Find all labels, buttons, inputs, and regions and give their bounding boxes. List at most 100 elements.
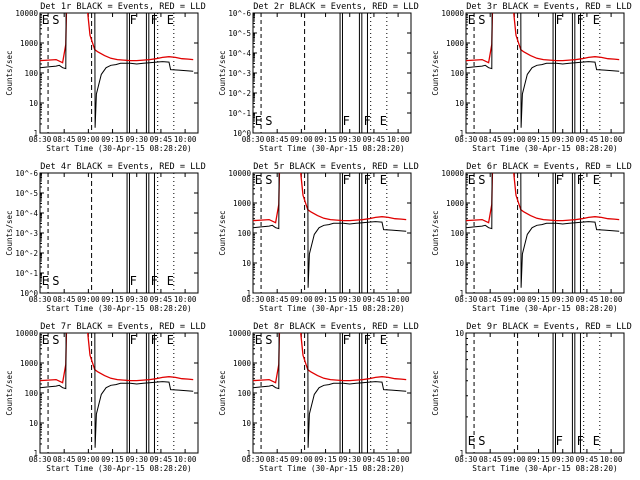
x-tick-label: 10:00 [174, 295, 197, 304]
y-tick-label: 10 [242, 419, 252, 428]
x-tick-label: 08:45 [53, 135, 76, 144]
panel-1: Det 1r BLACK = Events, RED = LLD 1 10 100 10… [5, 2, 206, 153]
marker-E: E [42, 333, 49, 347]
marker-S: S [265, 173, 272, 187]
x-axis-label: Start Time (30-Apr-15 08:28:20) [472, 144, 618, 153]
marker-E: E [42, 13, 49, 27]
panel-title: Det 4r BLACK = Events, RED = LLD [40, 162, 206, 172]
x-tick-label: 08:30 [455, 295, 478, 304]
panel-title: Det 8r BLACK = Events, RED = LLD [253, 322, 419, 332]
x-tick-label: 08:45 [266, 135, 289, 144]
y-tick-label: 1000 [20, 359, 39, 368]
x-tick-label: 09:00 [290, 135, 313, 144]
x-tick-label: 10:00 [387, 135, 410, 144]
x-tick-label: 09:45 [576, 295, 599, 304]
x-tick-label: 09:30 [551, 455, 574, 464]
x-tick-label: 09:30 [125, 295, 148, 304]
x-tick-label: 09:30 [338, 295, 361, 304]
panel-title: Det 1r BLACK = Events, RED = LLD [40, 2, 206, 12]
marker-F: F [130, 274, 137, 288]
marker-E: E [380, 333, 387, 347]
marker-F: F [556, 173, 563, 187]
x-tick-label: 09:45 [576, 135, 599, 144]
x-tick-label: 09:00 [77, 135, 100, 144]
marker-S: S [478, 13, 485, 27]
x-axis-label: Start Time (30-Apr-15 08:28:20) [46, 304, 192, 313]
x-tick-label: 08:30 [242, 455, 265, 464]
y-tick-label: 100 [450, 69, 464, 78]
y-axis-label: Counts/sec [431, 50, 440, 95]
plot-frame [465, 332, 625, 454]
x-tick-label: 08:30 [455, 135, 478, 144]
y-axis-label: Counts/sec [218, 210, 227, 255]
x-tick-label: 08:45 [479, 295, 502, 304]
x-axis-label: Start Time (30-Apr-15 08:28:20) [259, 464, 405, 473]
marker-S: S [52, 333, 59, 347]
events-series [253, 333, 407, 448]
x-tick-label: 08:30 [29, 455, 52, 464]
marker-E: E [468, 434, 475, 448]
x-tick-label: 09:00 [503, 135, 526, 144]
marker-E: E [468, 13, 475, 27]
y-axis-label: Counts/sec [431, 370, 440, 415]
marker-E: E [380, 114, 387, 128]
x-tick-label: 09:45 [150, 455, 173, 464]
marker-F: F [343, 173, 350, 187]
panel-4: Det 4r BLACK = Events, RED = LLD 10^0 10^-… [5, 162, 206, 313]
x-tick-label: 09:30 [551, 135, 574, 144]
y-axis-label: Counts/sec [5, 50, 14, 95]
marker-E: E [167, 333, 174, 347]
x-tick-label: 09:45 [363, 455, 386, 464]
y-tick-label: 10^-5 [15, 189, 38, 198]
x-tick-label: 09:30 [551, 295, 574, 304]
panel-6: Det 6r BLACK = Events, RED = LLD 1 10 100 10… [431, 162, 632, 313]
x-tick-label: 09:00 [503, 295, 526, 304]
events-series [466, 13, 620, 128]
x-tick-label: 08:45 [266, 295, 289, 304]
y-tick-label: 10^-3 [228, 69, 251, 78]
x-tick-label: 09:45 [150, 135, 173, 144]
x-tick-label: 09:45 [576, 455, 599, 464]
events-series [466, 173, 620, 288]
marker-F: F [577, 173, 584, 187]
x-tick-label: 08:45 [53, 455, 76, 464]
x-tick-label: 10:00 [600, 295, 623, 304]
x-axis-label: Start Time (30-Apr-15 08:28:20) [472, 304, 618, 313]
panel-9: Det 9r BLACK = Events, RED = LLD 1 10 08:30… [431, 322, 632, 473]
y-tick-label: 10000 [15, 9, 38, 18]
y-tick-label: 10 [455, 329, 465, 338]
x-tick-label: 08:45 [53, 295, 76, 304]
marker-F: F [556, 13, 563, 27]
x-tick-label: 09:15 [314, 135, 337, 144]
x-tick-label: 09:15 [101, 135, 124, 144]
y-tick-label: 10 [29, 99, 39, 108]
y-tick-label: 10^-4 [228, 49, 251, 58]
y-tick-label: 10^0 [233, 129, 252, 138]
marker-E: E [380, 173, 387, 187]
y-tick-label: 10 [455, 259, 465, 268]
x-axis-label: Start Time (30-Apr-15 08:28:20) [259, 144, 405, 153]
x-tick-label: 10:00 [387, 295, 410, 304]
y-tick-label: 1000 [233, 199, 252, 208]
marker-E: E [468, 173, 475, 187]
panel-title: Det 7r BLACK = Events, RED = LLD [40, 322, 206, 332]
y-tick-label: 10000 [15, 329, 38, 338]
marker-F: F [343, 114, 350, 128]
y-axis-label: Counts/sec [218, 50, 227, 95]
y-tick-label: 10^-3 [15, 229, 38, 238]
x-tick-label: 09:15 [101, 295, 124, 304]
marker-E: E [255, 173, 262, 187]
x-tick-label: 09:00 [290, 295, 313, 304]
marker-F: F [364, 114, 371, 128]
x-tick-label: 09:00 [503, 455, 526, 464]
y-tick-label: 10^-2 [15, 249, 38, 258]
x-tick-label: 09:15 [527, 455, 550, 464]
x-tick-label: 09:30 [338, 135, 361, 144]
panel-7: Det 7r BLACK = Events, RED = LLD 1 10 100 10… [5, 322, 206, 473]
marker-S: S [52, 274, 59, 288]
x-tick-label: 08:45 [266, 455, 289, 464]
marker-S: S [265, 333, 272, 347]
y-tick-label: 10000 [228, 169, 251, 178]
